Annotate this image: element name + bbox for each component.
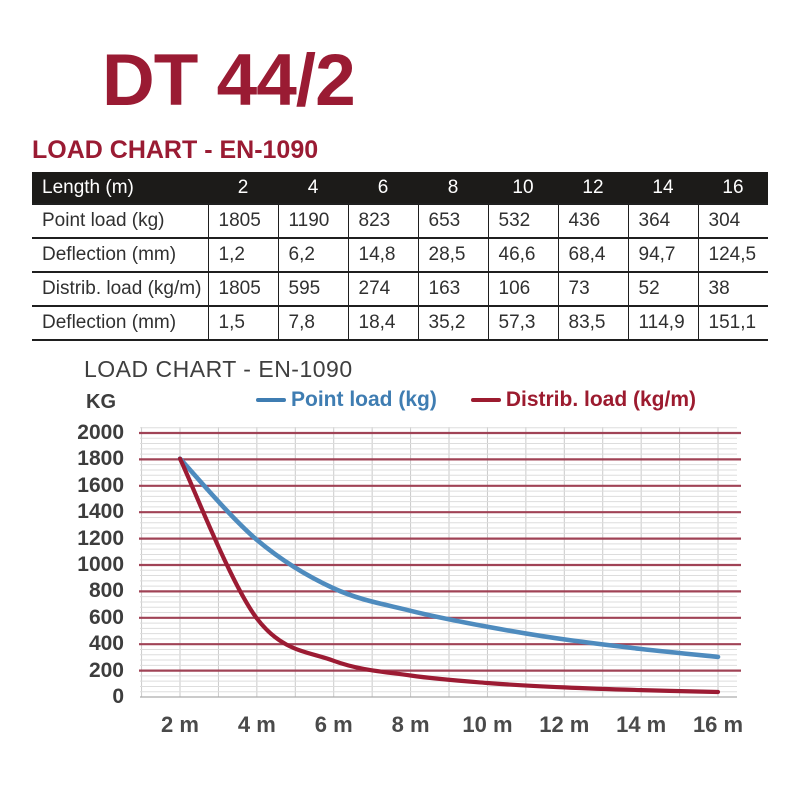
load-table-header: Length (m) 2 4 6 8 10 12 14 16 — [32, 172, 768, 204]
point-load-line-icon — [256, 398, 286, 402]
table-cell: 106 — [487, 271, 558, 306]
load-table-body: Point load (kg) 1805 1190 823 653 532 436 364 30… — [32, 203, 768, 341]
legend-point-load-label: Point load (kg) — [291, 388, 437, 411]
x-tick-label: 4 m — [237, 712, 276, 737]
table-cell: 304 — [697, 203, 768, 238]
row-label: Deflection (mm) — [32, 305, 208, 341]
table-cell: 1805 — [207, 271, 278, 306]
table-row: Point load (kg) 1805 1190 823 653 532 436 364 30… — [32, 203, 768, 238]
y-tick-label: 1800 — [77, 447, 124, 471]
table-cell: 94,7 — [627, 237, 698, 272]
legend-distrib-load-label: Distrib. load (kg/m) — [505, 388, 697, 411]
table-cell: 1805 — [207, 203, 278, 238]
load-chart-heading: LOAD CHART - EN-1090 — [32, 136, 319, 164]
table-cell: 1,5 — [207, 305, 278, 341]
table-cell: 151,1 — [697, 305, 768, 341]
table-cell: 68,4 — [557, 237, 628, 272]
x-tick-label: 16 m — [692, 712, 744, 737]
table-cell: 653 — [417, 203, 488, 238]
major-gridlines — [139, 431, 741, 672]
y-tick-label: 400 — [88, 632, 124, 656]
load-chart-plot — [139, 427, 741, 698]
table-cell: 274 — [347, 271, 418, 306]
x-tick-label: 8 m — [391, 712, 430, 737]
table-cell: 35,2 — [417, 305, 488, 341]
table-cell: 7,8 — [277, 305, 348, 341]
distrib-load-curve — [177, 456, 721, 695]
x-tick-label: 14 m — [616, 712, 667, 737]
y-tick-label: 200 — [88, 658, 124, 682]
legend-distrib-load: Distrib. load (kg/m) — [470, 388, 697, 412]
table-cell: 163 — [417, 271, 488, 306]
table-cell: 38 — [697, 271, 768, 306]
table-header-length: 16 — [698, 172, 768, 204]
table-cell: 18,4 — [347, 305, 418, 341]
distrib-load-line-icon — [470, 398, 501, 402]
table-cell: 6,2 — [277, 237, 348, 272]
y-tick-label: 1400 — [77, 500, 124, 524]
table-cell: 532 — [487, 203, 558, 238]
chart-title: LOAD CHART - EN-1090 — [84, 356, 353, 382]
table-cell: 1190 — [277, 203, 348, 238]
table-header-length: 14 — [628, 172, 698, 204]
table-cell: 57,3 — [487, 305, 558, 341]
table-cell: 114,9 — [627, 305, 698, 341]
x-tick-label: 2 m — [161, 712, 199, 737]
table-row: Distrib. load (kg/m) 1805 595 274 163 106 73 52… — [32, 271, 768, 306]
table-cell: 73 — [557, 271, 628, 306]
table-cell: 28,5 — [417, 237, 488, 272]
table-cell: 52 — [627, 271, 698, 306]
row-label: Distrib. load (kg/m) — [32, 271, 208, 306]
table-row: Deflection (mm) 1,5 7,8 18,4 35,2 57,3 83,5 114… — [32, 305, 768, 341]
table-header-length: 12 — [558, 172, 628, 204]
table-header-label: Length (m) — [32, 172, 208, 204]
y-tick-label: 2000 — [77, 421, 124, 444]
table-cell: 823 — [347, 203, 418, 238]
y-tick-label: 1600 — [77, 473, 124, 497]
y-axis-unit-label: KG — [86, 391, 116, 413]
table-header-length: 8 — [418, 172, 488, 204]
x-tick-label: 12 m — [539, 712, 590, 737]
table-header-length: 10 — [488, 172, 558, 204]
y-tick-label: 800 — [88, 579, 124, 603]
table-row: Deflection (mm) 1,2 6,2 14,8 28,5 46,6 68,4 94,… — [32, 237, 768, 272]
table-header-length: 2 — [208, 172, 278, 204]
table-header-length: 4 — [278, 172, 348, 204]
vertical-gridlines — [141, 427, 719, 697]
y-tick-label: 1000 — [77, 553, 124, 576]
table-cell: 83,5 — [557, 305, 628, 341]
legend-point-load: Point load (kg) — [256, 388, 437, 412]
x-tick-label: 10 m — [462, 712, 513, 737]
row-label: Point load (kg) — [32, 203, 208, 238]
table-header-row: Length (m) 2 4 6 8 10 12 14 16 — [32, 172, 768, 204]
table-cell: 436 — [557, 203, 628, 238]
table-cell: 124,5 — [697, 237, 768, 272]
table-cell: 46,6 — [487, 237, 558, 272]
y-tick-label: 1200 — [77, 526, 124, 550]
table-header-length: 6 — [348, 172, 418, 204]
minor-gridlines — [140, 427, 737, 693]
load-table: Length (m) 2 4 6 8 10 12 14 16 Point load (kg) 18… — [32, 172, 768, 341]
y-tick-label: 600 — [88, 605, 124, 629]
product-title: DT 44/2 — [102, 40, 356, 121]
table-cell: 14,8 — [347, 237, 418, 272]
y-tick-label: 0 — [112, 685, 124, 708]
x-tick-label: 6 m — [314, 712, 353, 737]
table-cell: 364 — [627, 203, 698, 238]
point-load-curve — [177, 456, 721, 660]
table-cell: 595 — [277, 271, 348, 306]
row-label: Deflection (mm) — [32, 237, 208, 272]
table-cell: 1,2 — [207, 237, 278, 272]
chart-legend: Point load (kg) Distrib. load (kg/m) — [256, 388, 696, 412]
